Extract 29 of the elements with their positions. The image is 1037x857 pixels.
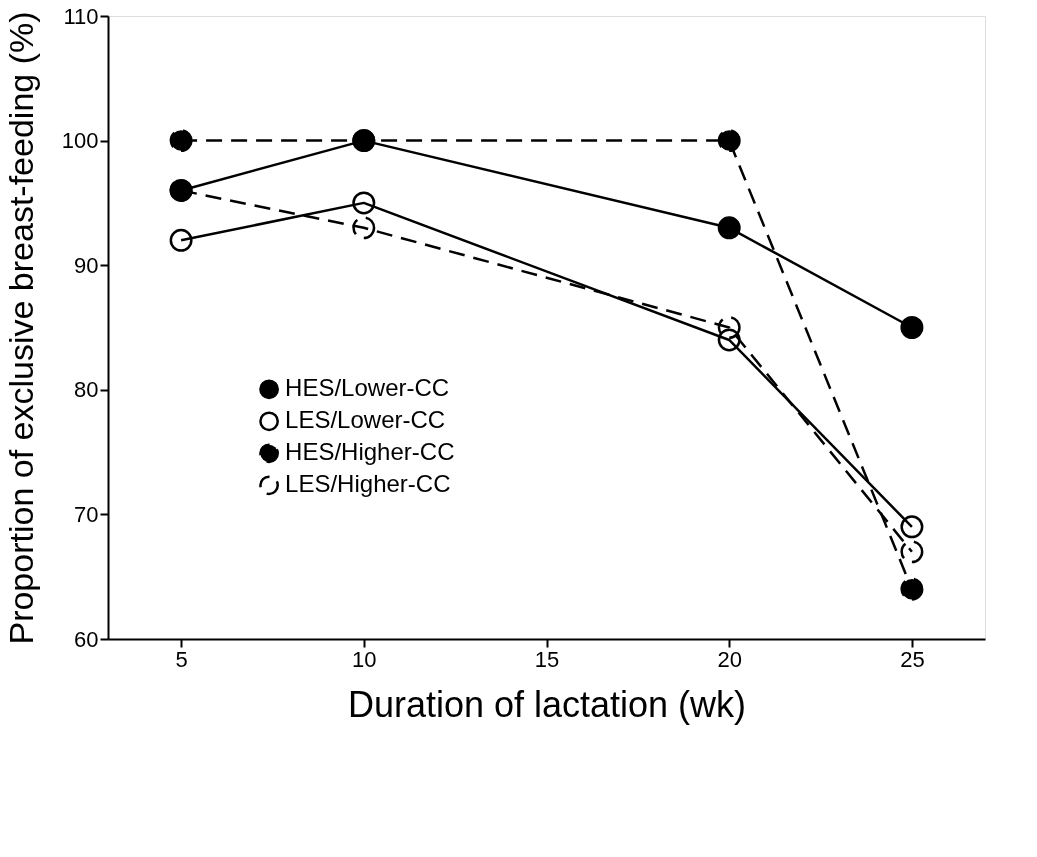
x-tick-label: 15 (534, 646, 560, 672)
point (352, 191, 376, 215)
legend-label: LES/Lower-CC (285, 406, 446, 434)
x-axis-title: Duration of lactation (wk) (347, 683, 747, 725)
x-tick-label: 10 (352, 646, 377, 672)
y-tick-label: 100 (61, 128, 99, 154)
y-axis-title: Proportion of exclusive breast-feeding (%) (1, 11, 40, 645)
point (717, 328, 741, 352)
point (717, 216, 741, 240)
point (352, 216, 376, 240)
legend-label: HES/Higher-CC (285, 438, 455, 466)
point (900, 577, 924, 601)
point (900, 316, 924, 339)
point (717, 129, 741, 153)
y-tick-label: 80 (74, 377, 99, 403)
point (900, 540, 924, 564)
x-tick-label: 5 (175, 646, 188, 672)
point (717, 316, 741, 339)
x-tick-label: 20 (717, 646, 742, 672)
point (169, 228, 193, 252)
x-tick-label: 25 (900, 646, 925, 672)
y-tick-label: 110 (63, 3, 99, 29)
point (900, 515, 924, 539)
y-tick-label: 70 (74, 501, 99, 527)
y-tick-label: 60 (74, 626, 99, 652)
y-tick-label: 90 (74, 252, 99, 278)
legend-label: HES/Lower-CC (285, 374, 450, 402)
legend-label: LES/Higher-CC (285, 470, 451, 498)
point (169, 129, 193, 153)
